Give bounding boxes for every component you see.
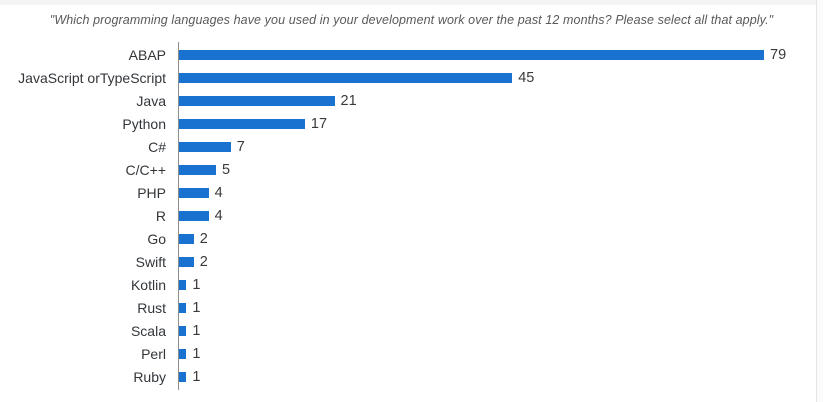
value-label: 5 [222, 161, 231, 178]
category-label: Python [122, 115, 166, 132]
bar [179, 141, 231, 152]
value-label: 17 [310, 115, 328, 132]
category-label: ABAP [128, 46, 166, 63]
category-label: R [155, 207, 166, 224]
bar [179, 164, 216, 175]
value-label: 21 [340, 92, 357, 109]
chart-row: ABAP 79 [0, 43, 800, 66]
bar-track: 4 [179, 181, 800, 204]
category-label: Swift [135, 253, 166, 270]
chart-row: Rust 1 [0, 296, 800, 319]
category-label: JavaScript orTypeScript [18, 69, 166, 86]
chart-row: Kotlin 1 [0, 273, 800, 296]
bar [179, 187, 209, 198]
y-axis-line [178, 42, 179, 390]
bar-track: 1 [179, 296, 800, 319]
value-label: 45 [518, 69, 535, 86]
category-label: PHP [137, 184, 166, 201]
bar [179, 325, 187, 336]
chart-row: C# 7 [0, 135, 800, 158]
top-edge-strip [0, 0, 823, 5]
bar [179, 210, 209, 221]
chart-row: Go 2 [0, 227, 800, 250]
category-label: Ruby [133, 368, 166, 385]
value-label: 1 [192, 322, 201, 339]
bar-track: 45 [179, 66, 800, 89]
category-label: Perl [141, 345, 166, 362]
chart-row: Scala 1 [0, 319, 800, 342]
value-label: 1 [192, 368, 201, 385]
bar [179, 279, 187, 290]
category-label: Java [136, 92, 166, 109]
bar-track: 1 [179, 342, 800, 365]
bar-track: 21 [179, 89, 800, 112]
panel-right-gutter [817, 0, 823, 402]
chart-row: PHP 4 [0, 181, 800, 204]
bar [179, 256, 194, 267]
value-label: 4 [214, 207, 223, 224]
value-label: 1 [192, 345, 201, 362]
category-label: C/C++ [125, 161, 166, 178]
bar-track: 5 [179, 158, 800, 181]
bar [179, 302, 187, 313]
bar-track: 1 [179, 365, 800, 388]
value-label: 1 [192, 276, 201, 293]
bar [179, 233, 194, 244]
value-label: 2 [199, 253, 208, 270]
value-label: 4 [214, 184, 223, 201]
bar [179, 72, 513, 83]
chart-row: C/C++ 5 [0, 158, 800, 181]
bar-track: 1 [179, 273, 800, 296]
chart-row: Python 17 [0, 112, 800, 135]
category-label: Rust [137, 299, 166, 316]
chart-row: JavaScript orTypeScript 45 [0, 66, 800, 89]
chart-row: Perl 1 [0, 342, 800, 365]
bar [179, 49, 764, 60]
category-label: C# [148, 138, 166, 155]
bar [179, 348, 187, 359]
bar-track: 4 [179, 204, 800, 227]
category-label: Go [147, 230, 166, 247]
bar-track: 1 [179, 319, 800, 342]
panel-right-border [816, 0, 817, 402]
chart-row: Ruby 1 [0, 365, 800, 388]
bar [179, 118, 305, 129]
bar-track: 79 [179, 43, 800, 66]
bar-track: 2 [179, 227, 800, 250]
bar-track: 2 [179, 250, 800, 273]
chart-rows: ABAP 79 JavaScript orTypeScript 45 Java 21 Pyt… [0, 43, 800, 388]
category-label: Scala [130, 322, 166, 339]
category-label: Kotlin [130, 276, 166, 293]
bar-chart: ABAP 79 JavaScript orTypeScript 45 Java 21 Pyt… [0, 42, 800, 390]
value-label: 1 [192, 299, 201, 316]
value-label: 2 [199, 230, 208, 247]
bar [179, 371, 187, 382]
bar [179, 95, 335, 106]
chart-title: "Which programming languages have you us… [49, 13, 774, 27]
bar-track: 17 [179, 112, 800, 135]
value-label: 7 [236, 138, 245, 155]
chart-row: Java 21 [0, 89, 800, 112]
value-label: 79 [770, 46, 787, 63]
bar-track: 7 [179, 135, 800, 158]
chart-row: Swift 2 [0, 250, 800, 273]
